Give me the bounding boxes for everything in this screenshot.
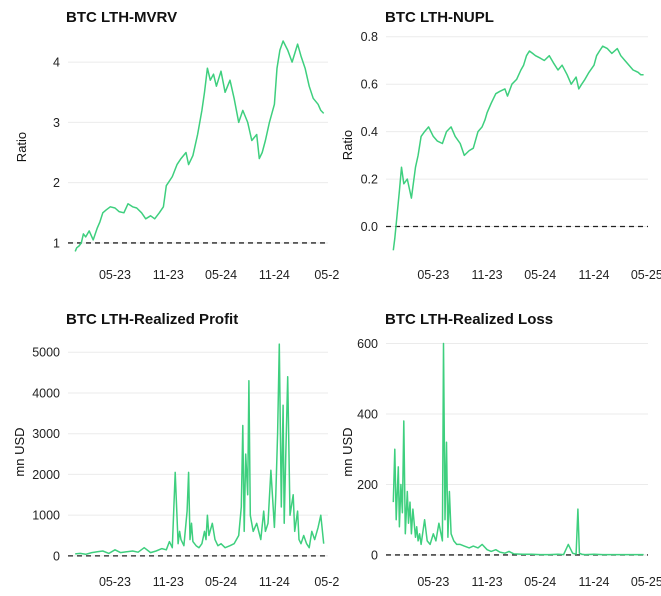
nupl-y-tick-label: 0.0	[361, 220, 378, 234]
mvrv-y-tick-label: 1	[53, 236, 60, 250]
realized-loss-x-tick-label: 05-25	[631, 575, 661, 589]
realized-profit-panel: BTC LTH-Realized Profit mn USD 0 1000 2000…	[12, 311, 339, 589]
realized-profit-y-tick-label: 3000	[32, 427, 60, 441]
realized-loss-panel: BTC LTH-Realized Loss mn USD 0 200 400 600 0…	[340, 311, 661, 589]
mvrv-gridlines	[68, 61, 328, 244]
realized-profit-y-tick-label: 5000	[32, 346, 60, 360]
nupl-x-tick-label: 11-23	[472, 268, 503, 282]
realized-loss-y-tick-label: 0	[371, 548, 378, 562]
nupl-y-tick-label: 0.6	[361, 78, 378, 92]
mvrv-y-label: Ratio	[14, 132, 29, 162]
realized-loss-x-tick-label: 11-23	[472, 575, 503, 589]
nupl-title: BTC LTH-NUPL	[385, 9, 494, 26]
nupl-x-tick-label: 05-23	[417, 268, 449, 282]
realized-profit-x-tick-label: 05-24	[205, 575, 237, 589]
realized-loss-y-tick-label: 600	[357, 337, 378, 351]
nupl-x-tick-label: 05-24	[524, 268, 556, 282]
mvrv-x-tick-label: 11-23	[153, 268, 184, 282]
realized-loss-x-tick-label: 05-24	[524, 575, 556, 589]
realized-profit-y-tick-label: 2000	[32, 468, 60, 482]
realized-loss-x-tick-label: 05-23	[417, 575, 449, 589]
nupl-y-tick-label: 0.2	[361, 173, 378, 187]
realized-profit-title: BTC LTH-Realized Profit	[66, 311, 238, 328]
mvrv-y-tick-label: 2	[53, 176, 60, 190]
realized-profit-y-tick-label: 4000	[32, 386, 60, 400]
mvrv-x-tick-label: 11-24	[259, 268, 290, 282]
realized-profit-x-tick-label: 05-2	[314, 575, 339, 589]
nupl-y-tick-label: 0.4	[361, 125, 378, 139]
realized-profit-x-tick-label: 05-23	[99, 575, 131, 589]
realized-profit-x-tick-label: 11-23	[153, 575, 184, 589]
realized-profit-x-tick-label: 11-24	[259, 575, 290, 589]
realized-profit-y-tick-label: 0	[53, 549, 60, 563]
realized-loss-x-tick-label: 11-24	[578, 575, 609, 589]
mvrv-x-tick-label: 05-23	[99, 268, 131, 282]
mvrv-title: BTC LTH-MVRV	[66, 9, 177, 26]
nupl-x-tick-label: 11-24	[578, 268, 609, 282]
mvrv-y-tick-label: 3	[53, 116, 60, 130]
realized-profit-y-label: mn USD	[12, 427, 27, 476]
mvrv-x-tick-label: 05-2	[314, 268, 339, 282]
realized-loss-y-label: mn USD	[340, 427, 355, 476]
realized-profit-series-line	[75, 343, 325, 556]
mvrv-series-line	[74, 40, 325, 252]
nupl-x-tick-label: 05-25	[631, 268, 661, 282]
nupl-series-line	[392, 45, 644, 251]
nupl-panel: BTC LTH-NUPL Ratio 0.0 0.2 0.4 0.6 0.8 05-23 1…	[340, 9, 661, 282]
mvrv-y-tick-label: 4	[53, 56, 60, 70]
mvrv-panel: BTC LTH-MVRV Ratio 1 2 3 4 05-23 11-23 05-24 11…	[14, 9, 339, 282]
realized-loss-title: BTC LTH-Realized Loss	[385, 311, 553, 328]
realized-loss-series-line	[392, 342, 644, 556]
nupl-y-label: Ratio	[340, 130, 355, 160]
mvrv-x-tick-label: 05-24	[205, 268, 237, 282]
realized-loss-y-tick-label: 400	[357, 408, 378, 422]
nupl-y-tick-label: 0.8	[361, 30, 378, 44]
realized-loss-y-tick-label: 200	[357, 478, 378, 492]
realized-profit-y-tick-label: 1000	[32, 509, 60, 523]
